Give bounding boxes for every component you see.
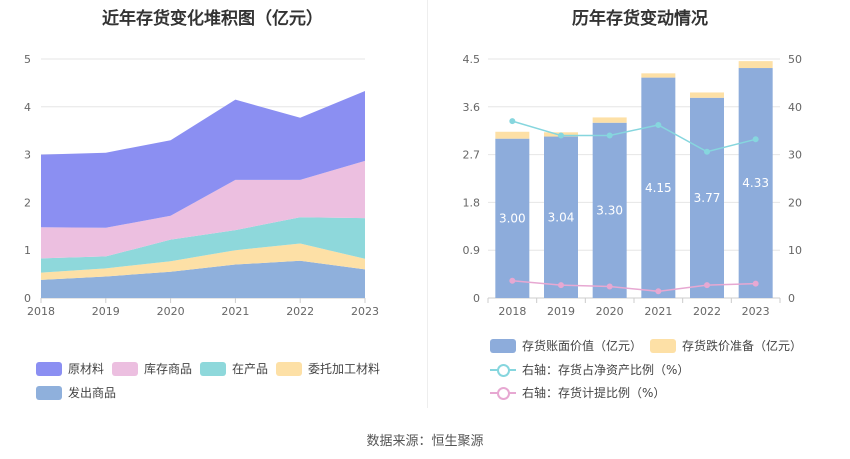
left-chart-title: 近年存货变化堆积图（亿元）	[102, 9, 323, 29]
right-chart-title: 历年存货变动情况	[572, 9, 708, 29]
legend-label: 存货跌价准备（亿元）	[682, 339, 803, 353]
legend-swatch	[490, 363, 516, 377]
bar-impairment	[641, 73, 676, 78]
panel-divider	[427, 0, 428, 408]
legend-swatch	[650, 338, 676, 353]
x-tick-label: 2022	[286, 305, 314, 318]
legend-swatch	[112, 361, 138, 376]
bar-data-label: 3.30	[596, 203, 623, 217]
legend-item-net-asset-ratio[interactable]: 右轴：存货占净资产比例（%）	[490, 361, 689, 378]
legend-label: 存货账面价值（亿元）	[522, 339, 643, 353]
legend-item-raw-materials[interactable]: 原材料	[36, 360, 104, 377]
legend-label: 库存商品	[144, 362, 193, 376]
y-tick-label: 0	[473, 292, 480, 305]
x-tick-label: 2019	[547, 305, 575, 318]
line-右轴：存货占净资产比例（%）	[512, 120, 756, 153]
line-point	[509, 277, 516, 284]
line-point	[509, 118, 516, 125]
bar-impairment	[738, 61, 773, 69]
area-委托加工材料	[41, 243, 365, 280]
area-在产品	[41, 217, 365, 273]
legend-label: 右轴：存货计提比例（%）	[522, 386, 666, 400]
legend-swatch	[36, 361, 62, 376]
line-point	[704, 282, 710, 289]
stacked-area-chart: 0 1 2 3 4 5 2018 2019 2020 2021 2022 2023	[24, 53, 379, 318]
legend-item-impairment[interactable]: 存货跌价准备（亿元）	[650, 337, 802, 354]
bar-data-label: 3.04	[548, 210, 575, 224]
line-point	[655, 121, 662, 128]
y2-tick-label: 10	[788, 244, 802, 257]
legend-swatch	[490, 338, 516, 353]
line-point	[655, 288, 662, 295]
y2-tick-label: 20	[788, 196, 802, 209]
bar-impairment	[690, 92, 724, 98]
line-point	[558, 282, 564, 289]
x-tick-label: 2021	[644, 305, 672, 318]
line-point	[558, 132, 564, 139]
area-发出商品	[41, 260, 365, 298]
data-source: 数据来源：恒生聚源	[366, 434, 484, 449]
legend-swatch	[36, 385, 62, 400]
line-point	[752, 280, 759, 287]
legend-item-goods-shipped[interactable]: 发出商品	[36, 384, 116, 401]
line-point	[606, 283, 613, 290]
y2-tick-label: 0	[788, 292, 795, 305]
bar-book-value	[495, 138, 530, 298]
legend-label: 委托加工材料	[308, 362, 381, 376]
bar-data-label: 4.15	[645, 181, 672, 195]
bar-data-label: 3.77	[694, 191, 721, 205]
legend-label: 发出商品	[68, 386, 117, 400]
legend-item-consigned-materials[interactable]: 委托加工材料	[276, 360, 380, 377]
legend-label: 原材料	[68, 362, 105, 376]
x-tick-label: 2021	[221, 305, 249, 318]
bar-book-value	[544, 136, 578, 298]
y-tick-label: 4.5	[463, 53, 481, 66]
x-tick-label: 2018	[498, 305, 526, 318]
area-库存商品	[41, 160, 365, 259]
x-tick-label: 2023	[351, 305, 379, 318]
legend-item-finished-goods[interactable]: 库存商品	[112, 360, 192, 377]
legend-swatch	[200, 361, 226, 376]
y-tick-label: 2	[24, 196, 31, 209]
bar-impairment	[592, 117, 627, 123]
legend-item-book-value[interactable]: 存货账面价值（亿元）	[490, 337, 642, 354]
y2-tick-label: 40	[788, 101, 802, 114]
legend-label: 在产品	[232, 362, 269, 376]
y-tick-label: 3	[24, 149, 31, 162]
bar-book-value	[738, 68, 773, 298]
bar-book-value	[592, 122, 627, 298]
y-tick-label: 0.9	[463, 244, 481, 257]
bar-book-value	[690, 97, 724, 298]
line-point	[606, 132, 613, 139]
y-tick-label: 1.8	[463, 196, 481, 209]
y-tick-label: 1	[24, 244, 31, 257]
x-tick-label: 2022	[693, 305, 721, 318]
area-原材料	[41, 91, 365, 228]
x-tick-label: 2020	[596, 305, 624, 318]
x-tick-label: 2018	[27, 305, 55, 318]
bar-book-value	[641, 77, 676, 298]
y2-tick-label: 50	[788, 53, 802, 66]
line-point	[704, 148, 710, 155]
y-tick-label: 5	[24, 53, 31, 66]
legend-label: 右轴：存货占净资产比例（%）	[522, 363, 690, 377]
y-tick-label: 0	[24, 292, 31, 305]
bar-data-label: 3.00	[499, 211, 526, 225]
y2-tick-label: 30	[788, 149, 802, 162]
legend-item-wip[interactable]: 在产品	[200, 360, 268, 377]
y-tick-label: 4	[24, 101, 31, 114]
x-tick-label: 2019	[92, 305, 120, 318]
legend-swatch	[276, 361, 302, 376]
x-tick-label: 2023	[742, 305, 770, 318]
bar-line-chart: 0 0.9 1.8 2.7 3.6 4.5 0 10 20 30 40 50 3.00 2018 3.04 2…	[463, 53, 803, 318]
x-tick-label: 2020	[157, 305, 185, 318]
y-tick-label: 3.6	[463, 101, 481, 114]
line-point	[752, 136, 759, 143]
y-tick-label: 2.7	[463, 149, 481, 162]
line-右轴：存货计提比例（%）	[512, 280, 756, 293]
bar-impairment	[495, 131, 530, 139]
legend-swatch	[490, 386, 516, 400]
legend-item-provision-ratio[interactable]: 右轴：存货计提比例（%）	[490, 384, 665, 401]
bar-data-label: 4.33	[742, 176, 769, 190]
